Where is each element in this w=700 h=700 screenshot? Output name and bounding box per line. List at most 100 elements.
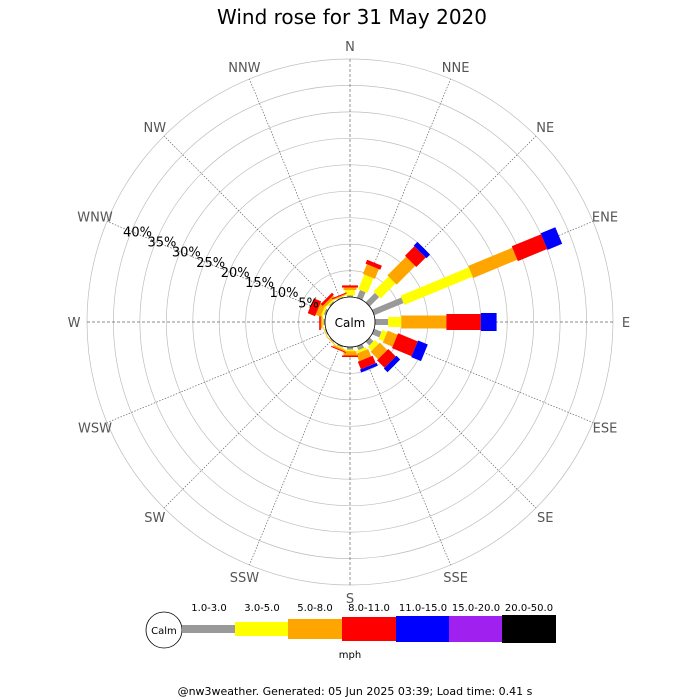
direction-label-nne: NNE (442, 61, 470, 76)
grid-ring (165, 137, 535, 507)
bar-wnw-bin-3 (307, 298, 322, 317)
bar-ne-bin-1 (373, 276, 396, 299)
bar-w-bin-1 (322, 317, 324, 327)
bar-n-bin-2 (343, 287, 357, 291)
ring-label: 40% (123, 226, 152, 241)
bar-ese-bin-2 (382, 330, 398, 347)
bar-e-bin-0 (375, 319, 389, 325)
direction-label-nw: NW (144, 121, 167, 136)
bar-nnw-bin-1 (335, 295, 345, 300)
direction-label-e: E (622, 316, 630, 331)
legend-bin-label: 3.0-5.0 (244, 603, 279, 614)
wind-bars (307, 227, 563, 373)
ring-label: 35% (147, 236, 176, 251)
direction-labels: N NNE NE ENE E ESE SE SSE S SSW SW WSW W WNW NW NNW (68, 40, 631, 607)
legend-bin-label: 20.0-50.0 (505, 603, 553, 614)
bar-w-bin-0 (323, 319, 325, 325)
bar-ssw-bin-3 (331, 345, 347, 353)
bar-wnw-bin-2 (315, 302, 326, 317)
direction-label-nnw: NNW (228, 61, 260, 76)
legend-bin-label: 1.0-3.0 (191, 603, 226, 614)
ring-label: 10% (270, 286, 299, 301)
bar-nnw-bin-3 (331, 292, 347, 300)
bar-ese-bin-4 (411, 340, 428, 362)
bar-wsw-bin-1 (323, 327, 328, 337)
bar-e-bin-3 (446, 314, 481, 330)
bar-se-bin-3 (377, 349, 396, 368)
direction-label-sse: SSE (443, 571, 468, 586)
bar-nnw-bin-2 (333, 294, 346, 300)
bar-n-bin-1 (345, 290, 355, 296)
direction-label-ene: ENE (592, 210, 618, 225)
bar-nne-bin-2 (362, 264, 379, 279)
bar-e-bin-4 (480, 313, 497, 331)
bar-wsw-bin-2 (322, 326, 328, 339)
bar-n-bin-3 (342, 285, 358, 288)
legend-unit: mph (339, 650, 361, 661)
bar-se-bin-0 (365, 337, 374, 346)
legend-bin-label: 5.0-8.0 (297, 603, 332, 614)
direction-label-ne: NE (536, 121, 554, 136)
grid-spoke-nne (359, 78, 451, 300)
bar-sse-bin-3 (357, 355, 376, 370)
ring-labels: 5%10%15%20%25%30%35%40% (123, 226, 319, 312)
legend-swatch-2 (288, 619, 342, 639)
direction-label-se: SE (537, 511, 553, 526)
bar-se-bin-1 (367, 339, 379, 351)
bar-wnw-bin-0 (323, 308, 329, 316)
grid-spoke-nnw (249, 78, 341, 300)
bar-e-bin-2 (401, 315, 447, 329)
bar-nne-bin-0 (356, 289, 366, 301)
bar-ene-bin-0 (371, 297, 404, 316)
bar-sw-bin-1 (327, 336, 336, 345)
bar-s-bin-1 (345, 349, 355, 352)
bar-sse-bin-4 (360, 362, 378, 373)
footer-text: @nw3weather. Generated: 05 Jun 2025 03:3… (178, 685, 533, 698)
grid-spoke-wnw (106, 221, 328, 313)
bar-ene-bin-3 (511, 234, 548, 262)
bar-ssw-bin-2 (332, 345, 346, 352)
bar-ne-bin-0 (365, 292, 380, 307)
bar-nne-bin-1 (358, 274, 374, 293)
bar-nw-bin-3 (320, 292, 334, 306)
bar-wnw-bin-1 (321, 306, 327, 317)
legend-swatch-0 (182, 625, 235, 633)
bar-se-bin-2 (370, 342, 388, 360)
direction-label-ssw: SSW (230, 571, 260, 586)
bar-ssw-bin-1 (334, 344, 345, 350)
grid-spoke-sw (163, 339, 333, 509)
legend-swatch-3 (342, 617, 396, 641)
grid-spoke-se (367, 339, 537, 509)
bar-ne-bin-2 (387, 256, 416, 285)
bar-w-bin-3 (319, 314, 321, 330)
bar-ese-bin-0 (371, 328, 382, 338)
direction-label-s: S (346, 592, 354, 607)
legend-swatch-1 (235, 622, 288, 636)
ring-label: 15% (245, 276, 274, 291)
bar-se-bin-4 (383, 355, 401, 373)
bar-s-bin-3 (342, 355, 358, 357)
grid-spoke-nw (163, 135, 333, 305)
bar-e-bin-1 (388, 317, 402, 327)
bar-w-bin-2 (320, 315, 323, 329)
legend-bin-label: 8.0-11.0 (348, 603, 390, 614)
legend-swatch-6 (502, 615, 556, 643)
ring-label: 25% (196, 256, 225, 271)
legend-calm-label: Calm (151, 626, 177, 637)
calm-circle (324, 296, 376, 348)
bar-ese-bin-1 (378, 330, 388, 342)
direction-label-ese: ESE (593, 422, 618, 437)
legend-bin-label: 15.0-20.0 (452, 603, 500, 614)
bar-ne-bin-4 (413, 241, 431, 259)
bar-sw-bin-0 (329, 337, 335, 343)
calm-center: Calm (324, 296, 376, 348)
bar-nw-bin-0 (329, 301, 335, 307)
bar-ene-bin-4 (540, 227, 563, 250)
bar-sw-bin-2 (326, 336, 336, 346)
bar-s-bin-2 (343, 351, 357, 356)
bar-sse-bin-1 (356, 347, 367, 354)
direction-label-wsw: WSW (78, 422, 112, 437)
grid-spoke-wsw (106, 331, 328, 423)
speed-legend: Calm mph 1.0-3.0 3.0-5.0 5.0-8.0 8.0-11.0 11… (145, 603, 556, 661)
direction-label-n: N (345, 40, 355, 55)
